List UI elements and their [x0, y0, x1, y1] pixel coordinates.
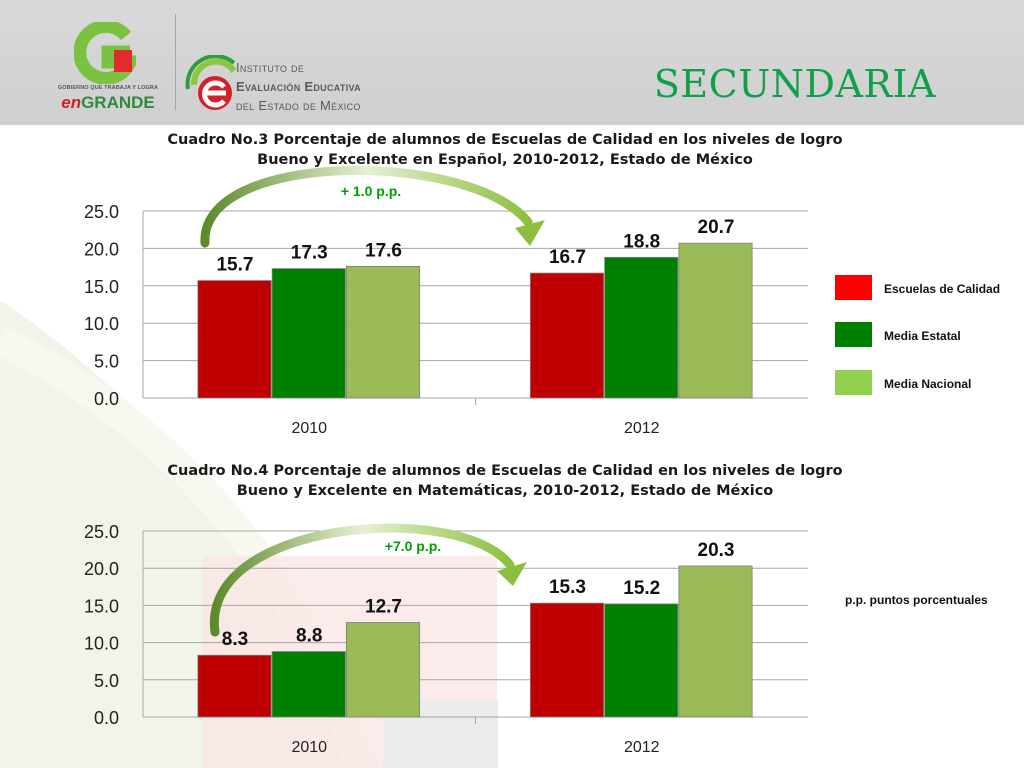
y-tick-label: 0.0: [94, 389, 119, 409]
institute-name-line: del Estado de México: [236, 98, 361, 113]
chart-2-title-line: Cuadro No.4 Porcentaje de alumnos de Esc…: [167, 463, 843, 479]
chart-1-title-line: Bueno y Excelente en Español, 2010-2012,…: [257, 152, 753, 168]
institute-name-line: Evaluación Educativa: [236, 79, 361, 94]
bar: [678, 565, 753, 718]
y-tick-label: 10.0: [84, 314, 119, 334]
bar: [345, 622, 421, 718]
bar: [529, 602, 605, 718]
y-tick-label: 15.0: [84, 596, 119, 616]
data-label: 12.7: [365, 597, 402, 618]
legend-swatch: [835, 322, 872, 347]
bar: [271, 268, 346, 399]
trend-arrowhead: [515, 220, 545, 246]
legend-label: Escuelas de Calidad: [884, 282, 1001, 296]
section-title: SECUNDARIA: [653, 62, 936, 106]
legend-swatch: [835, 370, 872, 395]
y-tick-label: 25.0: [84, 202, 119, 222]
legend-item-escuelas-de-calidad: Escuelas de Calidad: [835, 275, 1020, 301]
bar: [345, 265, 421, 399]
legend-item-media-estatal: Media Estatal: [835, 322, 1020, 348]
bar: [604, 603, 679, 718]
y-tick-label: 25.0: [84, 522, 119, 542]
footnote: p.p. puntos porcentuales: [845, 593, 988, 607]
e-logo-icon: [185, 55, 237, 110]
government-caption: GOBIERNO QUE TRABAJA Y LOGRA: [57, 85, 159, 91]
chart-2-title-line: Bueno y Excelente en Matemáticas, 2010-2…: [236, 483, 774, 499]
data-label: 16.7: [549, 247, 586, 268]
y-tick-label: 0.0: [94, 708, 119, 728]
legend-label: Media Nacional: [884, 377, 972, 391]
trend-arrowhead: [497, 562, 527, 586]
data-label: 8.8: [296, 626, 322, 647]
x-tick-label: 2012: [624, 420, 660, 437]
bar: [271, 651, 346, 718]
data-label: 15.3: [549, 577, 586, 598]
brand-prefix: en: [61, 93, 82, 112]
data-label: 20.3: [698, 540, 735, 561]
chart-1-title: Cuadro No.3 Porcentaje de alumnos de Esc…: [80, 130, 930, 170]
y-tick-label: 5.0: [94, 352, 119, 372]
legend-label: Media Estatal: [884, 329, 961, 343]
trend-annotation: + 1.0 p.p.: [341, 183, 401, 199]
data-label: 15.7: [216, 255, 253, 276]
header-divider: [175, 14, 176, 110]
bar: [678, 242, 753, 399]
g-logo-icon: [74, 22, 136, 84]
x-tick-label: 2012: [624, 739, 660, 756]
x-tick-label: 2010: [291, 739, 327, 756]
data-label: 17.3: [291, 243, 328, 264]
data-label: 20.7: [698, 217, 735, 238]
slide-header: GOBIERNO QUE TRABAJA Y LOGRA enGRANDE In…: [0, 0, 1024, 125]
bar: [197, 280, 272, 399]
trend-arrow: [200, 165, 533, 248]
institute-name-line: Instituto de: [236, 60, 305, 75]
trend-arrow: [210, 523, 515, 637]
trend-annotation: +7.0 p.p.: [385, 538, 441, 554]
data-label: 17.6: [365, 240, 402, 261]
brand-word: GRANDE: [81, 93, 155, 112]
government-brand: enGRANDE: [52, 93, 164, 113]
y-tick-label: 20.0: [84, 239, 119, 259]
data-label: 18.8: [623, 231, 660, 252]
data-label: 15.2: [623, 578, 660, 599]
y-tick-label: 5.0: [94, 671, 119, 691]
bar: [197, 654, 272, 718]
x-tick-label: 2010: [291, 420, 327, 437]
chart-1-title-line: Cuadro No.3 Porcentaje de alumnos de Esc…: [167, 132, 843, 148]
y-tick-label: 10.0: [84, 634, 119, 654]
legend-swatch: [835, 275, 872, 300]
y-tick-label: 15.0: [84, 277, 119, 297]
legend-item-media-nacional: Media Nacional: [835, 370, 1020, 396]
chart-2-title: Cuadro No.4 Porcentaje de alumnos de Esc…: [80, 461, 930, 501]
data-label: 8.3: [222, 629, 248, 650]
government-logo: GOBIERNO QUE TRABAJA Y LOGRA enGRANDE: [52, 22, 164, 114]
bar: [604, 256, 679, 399]
bar: [529, 272, 605, 399]
institute-name: Instituto de Evaluación Educativa del Es…: [236, 58, 361, 115]
y-tick-label: 20.0: [84, 559, 119, 579]
